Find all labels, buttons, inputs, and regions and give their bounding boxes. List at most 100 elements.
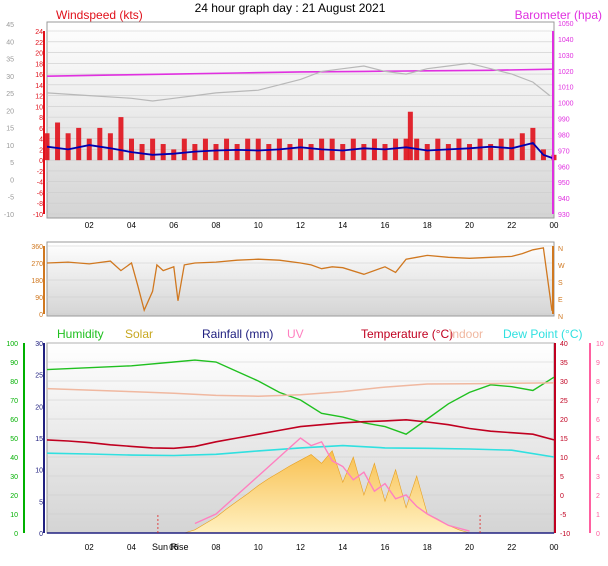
indoor-line — [46, 382, 555, 397]
legend-uv: UV — [287, 327, 304, 341]
wind-gray-tick-label: 30 — [6, 74, 14, 81]
barometer-tick-label: 1010 — [558, 85, 574, 92]
temperature-x-tick-label: 08 — [212, 543, 221, 552]
barometer-tick-label: 990 — [558, 117, 570, 124]
compass-tick-label: E — [558, 297, 563, 304]
sunrise-label: Sun Rise — [152, 542, 189, 552]
windspeed-bar — [181, 138, 187, 161]
wind-x-tick-label: 00 — [550, 221, 559, 230]
windspeed-bar — [234, 144, 240, 161]
wind-x-tick-label: 06 — [169, 221, 178, 230]
windspeed-bar — [298, 138, 303, 161]
uv-tick-label: 10 — [596, 341, 604, 348]
wind-tick-label: 12 — [35, 94, 43, 101]
direction-series — [46, 247, 554, 313]
humidity-tick-label: 90 — [10, 360, 18, 367]
windspeed-bar — [382, 144, 388, 161]
windspeed-bar — [498, 138, 504, 161]
solar-tick-label: 15 — [35, 436, 43, 443]
windspeed-bar — [519, 133, 525, 161]
wind-x-tick-label: 04 — [127, 221, 136, 230]
temperature-x-tick-label: 00 — [550, 543, 559, 552]
wind-x-tick-label: 14 — [338, 221, 347, 230]
direction-left-ticks: 360 270 180 90 0 — [31, 244, 43, 319]
temperature-right-ticks: 40 35 30 25 20 15 10 5 0 -5 -10 — [560, 341, 570, 538]
temperature-tick-label: -10 — [560, 531, 570, 538]
windspeed-bar — [255, 138, 261, 161]
uv-tick-label: 7 — [596, 398, 600, 405]
wind-x-tick-label: 02 — [85, 221, 94, 230]
compass-tick-label: W — [558, 263, 565, 270]
solar-tick-label: 20 — [35, 404, 43, 411]
solar-tick-label: 5 — [39, 499, 43, 506]
wind-x-tick-label: 18 — [423, 221, 432, 230]
temperature-tick-label: 0 — [560, 493, 564, 500]
windspeed-bar — [76, 127, 82, 161]
windspeed-bar — [86, 138, 92, 161]
wind-gray-tick-label: 10 — [6, 143, 14, 150]
windspeed-bar — [477, 138, 483, 161]
avg-wind-line — [46, 141, 555, 160]
temperature-tick-label: 40 — [560, 341, 568, 348]
windspeed-bar — [160, 144, 166, 161]
wind-tick-label: -8 — [37, 201, 43, 208]
windspeed-bar — [488, 144, 494, 161]
barometer-tick-label: 1020 — [558, 69, 574, 76]
temperature-x-tick-label: 16 — [381, 543, 390, 552]
barometer-tick-label: 1040 — [558, 37, 574, 44]
windspeed-bar — [129, 138, 134, 161]
windspeed-bar — [171, 149, 177, 161]
uv-tick-label: 6 — [596, 417, 600, 424]
temperature-tick-label: 35 — [560, 360, 568, 367]
barometer-trend-line — [46, 62, 551, 102]
temperature-x-tick-label: 02 — [85, 543, 94, 552]
temperature-x-tick-label: 18 — [423, 543, 432, 552]
temperature-x-tick-label: 10 — [254, 543, 263, 552]
windspeed-bar — [139, 144, 145, 161]
uv-tick-label: 8 — [596, 379, 600, 386]
solar-tick-label: 30 — [35, 341, 43, 348]
temperature-x-tick-label: 12 — [296, 543, 305, 552]
windspeed-bar — [509, 138, 515, 161]
temperature-tick-label: 15 — [560, 436, 568, 443]
legend-solar: Solar — [125, 327, 153, 341]
windspeed-bar — [107, 133, 113, 161]
temperature-x-ticks: 02 04 06 08 10 12 14 16 18 20 22 00 — [85, 543, 559, 552]
temperature-x-tick-label: 04 — [127, 543, 136, 552]
humidity-tick-label: 70 — [10, 398, 18, 405]
direction-gridlines — [47, 245, 554, 315]
barometer-tick-label: 970 — [558, 148, 570, 155]
windspeed-bar — [55, 122, 61, 161]
humidity-tick-label: 60 — [10, 417, 18, 424]
wind-x-ticks: 02 04 06 08 10 12 14 16 18 20 22 00 — [85, 221, 559, 230]
humidity-tick-label: 100 — [6, 341, 18, 348]
windspeed-bar — [407, 111, 413, 161]
windspeed-bar — [445, 144, 451, 161]
temperature-x-tick-label: 22 — [507, 543, 516, 552]
uv-tick-label: 2 — [596, 493, 600, 500]
legend-indoor: Indoor — [449, 327, 483, 341]
solar-tick-label: 25 — [35, 373, 43, 380]
humidity-tick-label: 30 — [10, 474, 18, 481]
wind-tick-label: 18 — [35, 61, 43, 68]
wind-x-tick-label: 08 — [212, 221, 221, 230]
windspeed-bar — [213, 144, 219, 161]
windspeed-bar — [424, 144, 430, 161]
direction-panel-background — [46, 241, 555, 317]
wind-tick-label: 4 — [39, 137, 43, 144]
barometer-tick-label: 940 — [558, 196, 570, 203]
barometer-tick-label: 1000 — [558, 101, 574, 108]
dewpoint-line — [46, 444, 555, 458]
humidity-tick-label: 0 — [14, 531, 18, 538]
barometer-right-ticks: 1050 1040 1030 1020 1010 1000 990 980 970 960 950 9… — [558, 21, 574, 219]
direction-tick-label: 360 — [31, 244, 43, 251]
wind-gray-tick-label: 15 — [6, 126, 14, 133]
wind-tick-label: 2 — [39, 147, 43, 154]
temperature-x-tick-label: 06 — [169, 543, 178, 552]
temperature-tick-label: 25 — [560, 398, 568, 405]
temperature-x-tick-label: 20 — [465, 543, 474, 552]
